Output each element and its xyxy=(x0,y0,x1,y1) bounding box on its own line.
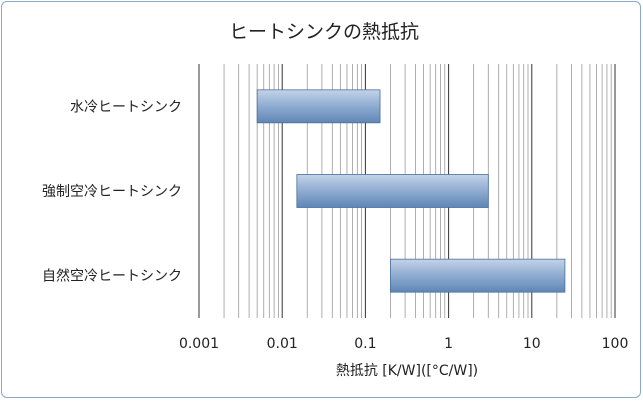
range-bar xyxy=(296,174,489,208)
x-tick-label: 1 xyxy=(444,336,453,352)
range-bar xyxy=(390,258,566,293)
range-bar xyxy=(256,89,381,124)
x-tick-label: 0.1 xyxy=(354,336,376,352)
x-tick-label: 100 xyxy=(602,336,629,352)
range-bars xyxy=(256,89,566,293)
category-label: 強制空冷ヒートシンク xyxy=(42,184,182,200)
category-label: 水冷ヒートシンク xyxy=(70,99,182,115)
x-tick-label: 0.001 xyxy=(179,336,219,352)
x-tick-label: 0.01 xyxy=(267,336,298,352)
category-label: 自然空冷ヒートシンク xyxy=(42,268,182,285)
x-axis-label: 熱抵抗 [K/W]([°C/W]) xyxy=(336,363,478,379)
chart-title: ヒートシンクの熱抵抗 xyxy=(229,21,419,43)
x-tick-label: 10 xyxy=(523,336,541,352)
x-tick-labels: 0.001 0.01 0.1 1 10 100 xyxy=(179,336,628,352)
